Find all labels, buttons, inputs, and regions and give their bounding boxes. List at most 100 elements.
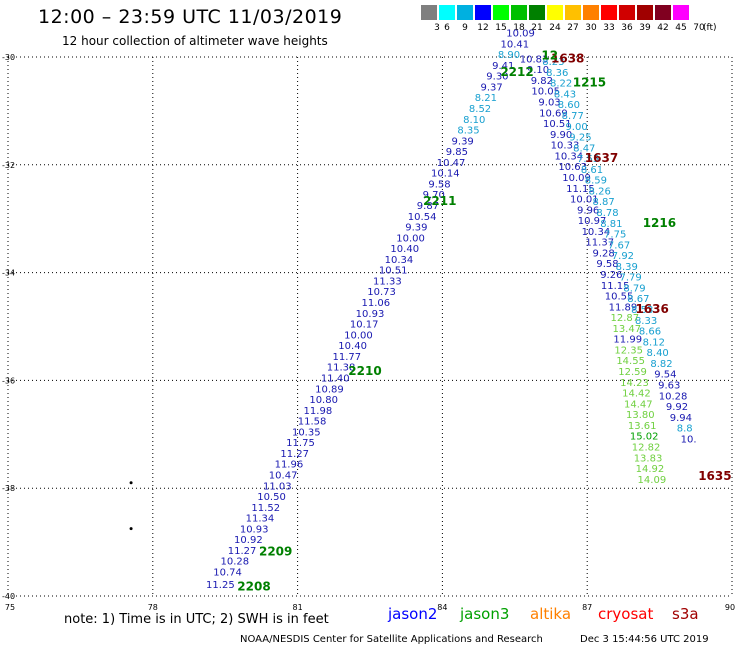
swh-value: 11.15: [601, 281, 630, 292]
lat-tick-label: -38: [2, 484, 15, 493]
swh-value: 10.05: [531, 87, 560, 98]
swh-value: 10.51: [379, 266, 408, 277]
swh-value: 8.10: [463, 115, 485, 126]
swh-value: 8.87: [592, 197, 614, 208]
swh-value: 11.99: [613, 335, 642, 346]
legend-swatch: [493, 5, 509, 20]
time-label: 1216: [643, 216, 676, 230]
mission-altika: altika: [530, 605, 572, 623]
swh-value: 10.34: [385, 255, 414, 266]
time-labels: 2208 2209 2210 2211 2212 1215 1216 1637 1636 1635…: [237, 49, 731, 594]
legend-swatch: [547, 5, 563, 20]
legend-swatch: [457, 5, 473, 20]
map-axis-labels: 75 78 81 84 87 90 -30 -32 -34 -36 -38 -40: [2, 53, 735, 612]
legend-label: 24: [549, 23, 561, 33]
swh-value: 11.06: [361, 298, 390, 309]
time-label: 2209: [259, 545, 292, 559]
legend-label: 6: [444, 23, 450, 33]
swh-value: 8.12: [643, 337, 665, 348]
generated-timestamp: Dec 3 15:44:56 UTC 2019: [580, 634, 709, 645]
swh-value: 13.83: [634, 453, 663, 464]
legend-label: 30: [585, 23, 597, 33]
swh-value: 10.14: [431, 169, 460, 180]
track-descending-a: 10.839.109.8210.059.0310.6910.519.9010.3…: [520, 54, 637, 313]
mission-cryosat: cryosat: [598, 605, 654, 623]
swh-value: 14.42: [622, 389, 651, 400]
time-label: 1637: [585, 151, 618, 165]
swh-value: 10.17: [350, 320, 379, 331]
track-descending-b: 8.238.368.228.438.608.779.009.258.477.55…: [542, 57, 696, 445]
swh-value: 12.82: [632, 442, 661, 453]
swh-value: 11.58: [298, 417, 327, 428]
time-label: 12: [541, 49, 558, 63]
swh-value: 11.77: [333, 352, 362, 363]
swh-value: 11.38: [327, 363, 356, 374]
swh-value: 7.67: [608, 240, 630, 251]
swh-value: 10.89: [315, 384, 344, 395]
mission-jason2: jason2: [388, 605, 438, 623]
swh-value: 9.85: [446, 147, 468, 158]
lon-tick-label: 90: [725, 603, 735, 612]
swh-value: 8.90: [498, 50, 520, 61]
swh-value: 10.83: [520, 54, 549, 65]
swh-value: 9.96: [577, 205, 599, 216]
swh-value: 14.47: [624, 399, 653, 410]
swh-value: 15.02: [630, 432, 659, 443]
swh-value: 10.33: [551, 141, 580, 152]
swh-value: 10.09: [506, 29, 535, 40]
swh-value: 13.47: [612, 324, 641, 335]
time-label: 2211: [423, 194, 456, 208]
swh-value: 8.78: [596, 208, 618, 219]
legend-label: 36: [621, 23, 633, 33]
land-dots: [129, 481, 133, 531]
swh-value: 9.87: [417, 201, 439, 212]
legend-swatch: [439, 5, 455, 20]
swh-value: 14.92: [636, 464, 665, 475]
lon-tick-label: 78: [148, 603, 158, 612]
swh-value: 10.54: [408, 212, 437, 223]
swh-value: 9.90: [550, 130, 572, 141]
legend-label: 45: [675, 23, 687, 33]
swh-value: 14.23: [620, 378, 649, 389]
swh-value: 8.82: [650, 359, 672, 370]
swh-value: 8.53: [631, 305, 653, 316]
swh-value: 8.52: [469, 104, 491, 115]
swh-value: 10.28: [221, 557, 250, 568]
legend-label: 21: [531, 23, 543, 33]
swh-value: 10.93: [240, 524, 269, 535]
swh-value: 7.55: [577, 154, 599, 165]
swh-value: 13.61: [628, 421, 657, 432]
swh-value: 11.40: [321, 373, 350, 384]
swh-value: 7.75: [604, 230, 626, 241]
swh-value: 10.47: [269, 470, 298, 481]
altimeter-tracks: 11.2510.7410.2811.2710.9210.9311.3411.52…: [206, 29, 696, 591]
swh-value: 9.63: [658, 380, 680, 391]
swh-value: 10.35: [292, 427, 321, 438]
swh-value: 12.59: [618, 367, 647, 378]
swh-value: 10.74: [213, 568, 242, 579]
legend-label: 15: [495, 23, 507, 33]
swh-value: 8.8: [677, 424, 693, 435]
swh-value: 8.23: [542, 57, 564, 68]
legend-swatch: [565, 5, 581, 20]
swh-value: 10.34: [582, 227, 611, 238]
map-title: 12:00 – 23:59 UTC 11/03/2019: [38, 6, 343, 28]
time-label: 1636: [635, 302, 668, 316]
legend-swatch: [421, 5, 437, 20]
island-dot: [129, 481, 133, 485]
legend-swatch: [475, 5, 491, 20]
swh-value: 9.26: [600, 270, 622, 281]
swh-value: 8.40: [647, 348, 669, 359]
swh-value: 9.82: [531, 76, 553, 87]
legend-swatch: [601, 5, 617, 20]
swh-value: 9.10: [527, 65, 549, 76]
swh-value: 11.98: [304, 406, 333, 417]
swh-value: 8.21: [475, 93, 497, 104]
swh-value: 9.00: [565, 122, 587, 133]
swh-value: 13.80: [626, 410, 655, 421]
map-subtitle: 12 hour collection of altimeter wave hei…: [62, 34, 328, 48]
legend-label: 42: [657, 23, 669, 33]
swh-value: 10.40: [338, 341, 367, 352]
legend-unit: (ft): [703, 23, 717, 33]
